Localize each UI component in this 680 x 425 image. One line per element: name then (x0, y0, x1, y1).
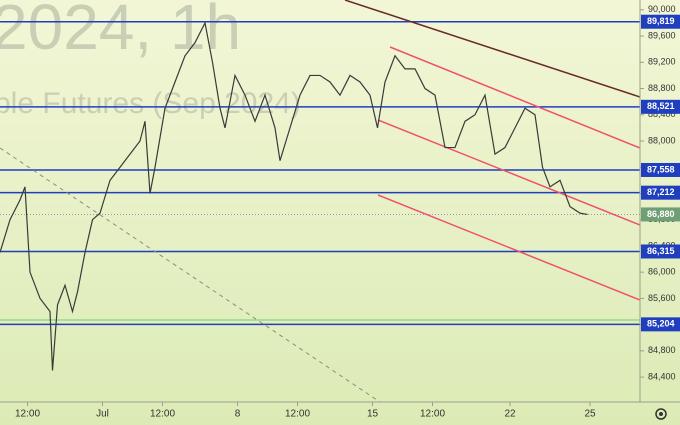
level-label-bg (641, 14, 680, 29)
x-tick-label: 12:00 (420, 409, 445, 420)
watermark: 2024, 1h (0, 0, 241, 63)
settings-icon-center (659, 412, 663, 416)
x-tick-label: 8 (235, 409, 241, 420)
x-tick-label: Jul (96, 409, 109, 420)
y-tick-label: 84,400 (648, 371, 676, 381)
watermark: ple Futures (Sep 2024) (0, 87, 301, 120)
level-label: 86,315 (647, 246, 675, 256)
y-tick-label: 89,200 (648, 57, 676, 67)
y-tick-label: 85,600 (648, 293, 676, 303)
y-tick-label: 90,000 (648, 4, 676, 14)
plot (0, 21, 588, 371)
channel-line (377, 194, 641, 301)
level-label-bg (641, 317, 680, 332)
y-tick-label: 88,400 (648, 109, 676, 119)
level-label: 89,819 (647, 16, 675, 26)
level-label-bg (641, 162, 680, 177)
y-tick-label: 88,000 (648, 135, 676, 145)
level-label-bg (641, 99, 680, 114)
y-tick-label: 89,600 (648, 30, 676, 40)
trend-line (344, 0, 641, 98)
last-price-label: 86,880 (647, 209, 675, 219)
x-tick-label: 15 (367, 409, 379, 420)
x-tick-label: 12:00 (285, 409, 310, 420)
channel-line (389, 46, 641, 149)
channel-line (377, 119, 641, 226)
y-tick-label: 86,000 (648, 267, 676, 277)
level-label: 85,204 (647, 319, 675, 329)
level-label: 88,521 (647, 101, 675, 111)
x-tick-label: 12:00 (150, 409, 175, 420)
x-tick-label: 25 (584, 409, 596, 420)
y-tick-label: 84,800 (648, 345, 676, 355)
x-tick-label: 12:00 (15, 409, 40, 420)
settings-icon[interactable] (655, 408, 667, 420)
x-tick-label: 22 (504, 409, 516, 420)
level-label: 87,558 (647, 164, 675, 174)
last-price-bg (641, 207, 680, 222)
level-label-bg (641, 185, 680, 200)
level-label: 87,212 (647, 187, 675, 197)
level-label-bg (641, 244, 680, 259)
y-tick-label: 88,800 (648, 83, 676, 93)
axes: 84,40084,80085,20085,60086,00086,40086,8… (15, 4, 680, 420)
price-line (0, 21, 588, 371)
